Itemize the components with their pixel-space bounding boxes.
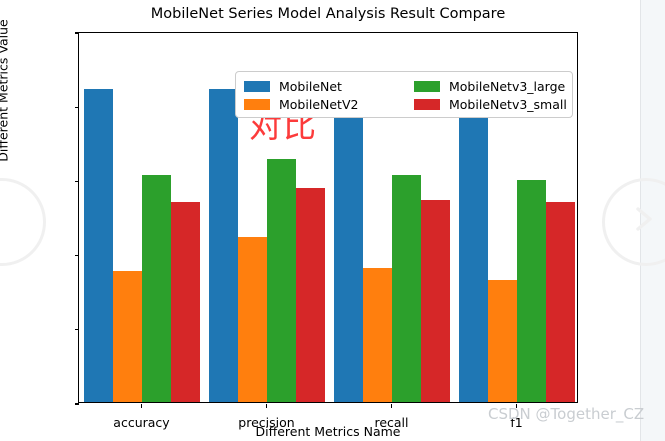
page-gutter	[641, 0, 665, 441]
legend-label: MobileNetV2	[279, 96, 359, 112]
bar-recall-MobileNet	[333, 86, 363, 402]
bar-precision-MobileNetV2	[237, 236, 267, 402]
y-tick-mark	[75, 254, 79, 257]
legend-swatch-icon	[244, 80, 270, 92]
bar-accuracy-MobileNet	[83, 88, 113, 402]
bar-precision-MobileNetv3_small	[295, 187, 325, 402]
x-tick-mark	[390, 404, 393, 408]
bar-recall-MobileNetV2	[362, 267, 392, 402]
bar-f1-MobileNetV2	[487, 280, 517, 402]
legend-swatch-icon	[414, 98, 440, 110]
legend-swatch-icon	[414, 80, 440, 92]
y-tick-mark	[75, 106, 79, 108]
bar-precision-MobileNet	[208, 89, 238, 402]
legend-entry-MobileNetv3_large: MobileNetv3_large	[414, 79, 582, 94]
legend-entry-MobileNetV2: MobileNetV2	[244, 97, 414, 112]
bar-precision-MobileNetv3_large	[266, 159, 296, 402]
x-tick-label-precision: precision	[238, 415, 295, 430]
y-tick-mark	[75, 403, 79, 405]
legend-label: MobileNet	[279, 78, 342, 94]
x-tick-label-recall: recall	[374, 415, 409, 430]
x-tick-label-accuracy: accuracy	[113, 415, 170, 430]
chart-legend: MobileNet MobileNetv3_large MobileNetV2 Mob…	[235, 71, 573, 118]
x-tick-mark	[515, 404, 518, 408]
chart-title: MobileNet Series Model Analysis Result C…	[150, 6, 506, 22]
bar-accuracy-MobileNetV2	[112, 271, 142, 402]
bar-f1-MobileNetv3_small	[545, 202, 575, 402]
y-tick-mark	[75, 180, 79, 183]
bar-accuracy-MobileNetv3_small	[170, 202, 200, 402]
bar-f1-MobileNet	[458, 90, 488, 402]
y-tick-mark	[75, 32, 79, 34]
x-tick-mark	[140, 404, 143, 408]
x-tick-mark	[265, 404, 268, 408]
bar-f1-MobileNetv3_large	[516, 180, 546, 402]
plot-area: 0.00.20.40.60.81.0 accuracyprecisionreca…	[75, 32, 578, 430]
legend-swatch-icon	[244, 98, 270, 110]
x-tick-label-f1: f1	[510, 415, 523, 430]
legend-entry-MobileNet: MobileNet	[244, 79, 414, 94]
bar-recall-MobileNetv3_large	[391, 174, 421, 402]
page-edge-divider	[640, 0, 641, 441]
y-tick-mark	[75, 329, 79, 331]
y-axis-label: Different Metrics Value	[0, 19, 11, 162]
x-axis-label: Different Metrics Name	[255, 424, 401, 439]
bar-recall-MobileNetv3_small	[420, 199, 450, 402]
legend-entry-MobileNetv3_small: MobileNetv3_small	[414, 97, 582, 112]
bar-accuracy-MobileNetv3_large	[141, 174, 171, 402]
legend-label: MobileNetv3_small	[449, 96, 567, 112]
legend-label: MobileNetv3_large	[449, 78, 566, 94]
